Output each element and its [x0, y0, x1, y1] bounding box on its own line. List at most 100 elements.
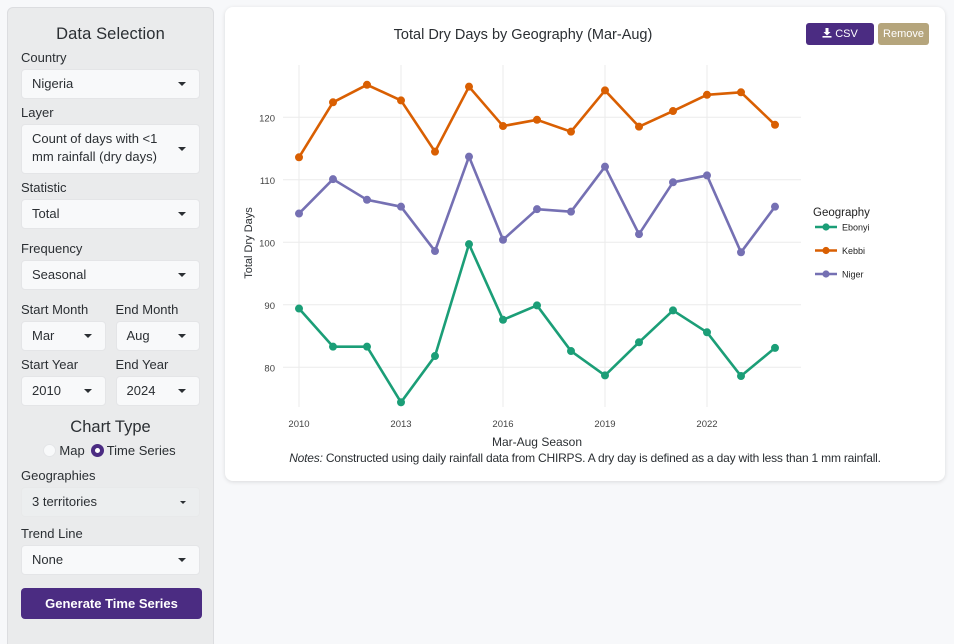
data-point-kebbi: [737, 88, 745, 97]
legend-swatch-marker: [822, 223, 830, 231]
data-point-niger: [533, 205, 541, 214]
data-point-kebbi: [329, 98, 337, 107]
remove-button[interactable]: Remove: [878, 23, 929, 45]
country-select[interactable]: Nigeria: [21, 69, 200, 99]
chart-notes: Notes: Constructed using daily rainfall …: [225, 451, 945, 465]
geographies-select[interactable]: 3 territories: [21, 487, 200, 517]
chevron-down-icon: [83, 389, 92, 393]
data-point-kebbi: [601, 86, 609, 95]
download-csv-button[interactable]: CSV: [806, 23, 874, 45]
data-point-niger: [567, 207, 575, 216]
data-point-ebonyi: [703, 328, 711, 337]
csv-label: CSV: [835, 28, 858, 40]
chevron-down-icon: [180, 501, 186, 504]
data-point-ebonyi: [295, 304, 303, 313]
x-tick-label: 2010: [288, 419, 309, 430]
radio-map-indicator[interactable]: [43, 444, 57, 457]
data-point-ebonyi: [431, 352, 439, 361]
statistic-value: Total: [32, 206, 60, 221]
legend-label: Ebonyi: [842, 223, 870, 233]
data-point-kebbi: [431, 147, 439, 156]
data-point-niger: [397, 202, 405, 211]
statistic-label: Statistic: [21, 180, 67, 195]
end-year-value: 2024: [126, 383, 156, 398]
end-month-label: End Month: [115, 302, 179, 317]
legend-label: Kebbi: [842, 246, 865, 256]
chevron-down-icon: [178, 389, 186, 393]
data-point-niger: [329, 175, 337, 184]
data-point-ebonyi: [363, 342, 371, 351]
data-point-niger: [363, 195, 371, 204]
data-point-niger: [601, 162, 609, 171]
frequency-value: Seasonal: [32, 267, 87, 282]
end-month-select[interactable]: Aug: [115, 321, 200, 351]
data-point-niger: [703, 171, 711, 180]
chart-legend: Geography Ebonyi Kebbi Niger: [813, 207, 870, 280]
chevron-down-icon: [178, 558, 186, 562]
generate-time-series-button[interactable]: Generate Time Series: [21, 588, 202, 619]
statistic-select[interactable]: Total: [21, 199, 200, 229]
data-point-ebonyi: [329, 342, 337, 351]
data-point-kebbi: [397, 96, 405, 105]
data-point-kebbi: [703, 90, 711, 99]
x-tick-label: 2016: [492, 419, 513, 430]
chart-title: Total Dry Days by Geography (Mar-Aug): [394, 27, 653, 43]
chevron-down-icon: [178, 212, 186, 216]
geographies-label: Geographies: [21, 468, 96, 483]
data-point-kebbi: [499, 122, 507, 131]
data-point-ebonyi: [771, 343, 779, 352]
data-point-ebonyi: [465, 240, 473, 249]
data-point-kebbi: [669, 107, 677, 116]
layer-label: Layer: [21, 105, 54, 120]
end-year-label: End Year: [115, 357, 169, 372]
chart-card: 80 90 100 110 120 2010 2013 2016 2019 2022 Geogra…: [225, 7, 945, 481]
country-value: Nigeria: [32, 76, 74, 91]
data-point-ebonyi: [499, 315, 507, 324]
start-month-select[interactable]: Mar: [21, 321, 106, 351]
radio-map-label: Map: [59, 443, 85, 458]
data-point-niger: [465, 152, 473, 161]
start-year-value: 2010: [32, 383, 61, 398]
trend-line-select[interactable]: None: [21, 545, 200, 575]
frequency-select[interactable]: Seasonal: [21, 260, 200, 290]
notes-label: Notes:: [289, 451, 323, 465]
chevron-down-icon: [178, 273, 186, 277]
legend-item: Ebonyi: [815, 223, 870, 233]
data-point-ebonyi: [737, 372, 745, 381]
data-point-niger: [295, 209, 303, 218]
y-tick-label: 80: [264, 363, 275, 374]
data-point-niger: [499, 235, 507, 244]
chart-type-title: Chart Type: [70, 418, 151, 436]
y-tick-label: 100: [259, 238, 275, 249]
radio-time-series-indicator[interactable]: [90, 444, 104, 457]
country-label: Country: [21, 50, 67, 65]
data-point-kebbi: [635, 122, 643, 131]
x-axis-label: Mar-Aug Season: [492, 435, 582, 449]
layer-select[interactable]: Count of days with <1 mm rainfall (dry d…: [21, 124, 200, 174]
start-month-value: Mar: [32, 328, 55, 343]
frequency-label: Frequency: [21, 241, 83, 256]
sidebar: Data Selection Country Nigeria Layer Cou…: [7, 7, 214, 644]
chart-type-radio-group: Map Time Series: [21, 443, 200, 458]
start-year-select[interactable]: 2010: [21, 376, 106, 406]
legend-swatch-marker: [822, 246, 830, 255]
series-line-ebonyi: [298, 242, 776, 404]
chevron-down-icon: [178, 147, 186, 151]
legend-item: Niger: [815, 270, 864, 280]
data-point-kebbi: [465, 82, 473, 91]
chart-axes: 80 90 100 110 120 2010 2013 2016 2019 2022: [259, 113, 717, 430]
data-point-ebonyi: [601, 371, 609, 380]
chevron-down-icon: [83, 334, 92, 338]
series-line-niger: [298, 155, 777, 254]
data-point-kebbi: [533, 115, 541, 124]
x-tick-label: 2022: [696, 419, 717, 430]
radio-time-series[interactable]: Time Series: [90, 443, 176, 458]
y-axis-label: Total Dry Days: [243, 207, 255, 279]
data-point-ebonyi: [567, 347, 575, 356]
sidebar-title: Data Selection: [56, 25, 165, 43]
radio-map[interactable]: Map: [43, 443, 85, 458]
chart-series: [295, 80, 779, 407]
data-point-niger: [431, 247, 439, 256]
layer-value: Count of days with <1 mm rainfall (dry d…: [32, 131, 158, 164]
end-year-select[interactable]: 2024: [115, 376, 200, 406]
